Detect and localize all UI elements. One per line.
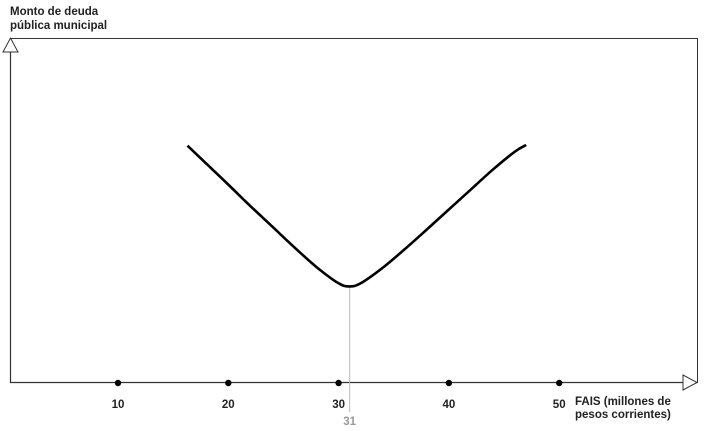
x-tick-dot [445, 379, 453, 387]
x-tick-label: 10 [112, 399, 125, 411]
x-tick-dot [225, 379, 232, 387]
y-axis-label-line1: Monto de deuda [10, 6, 99, 18]
x-tick-label: 40 [443, 399, 456, 411]
x-axis-label-line1: FAIS (millones de [575, 396, 671, 408]
y-axis-arrow-icon [2, 36, 19, 53]
x-tick-dot [335, 379, 342, 387]
x-axis-label-line2: pesos corrientes) [575, 409, 671, 421]
series-curve [186, 143, 527, 288]
plot-frame [10, 38, 698, 383]
x-tick-dot [556, 379, 563, 387]
x-tick-label: 50 [553, 399, 566, 411]
x-tick-label: 20 [222, 399, 235, 411]
x-axis-arrow-icon [682, 374, 699, 391]
x-tick-dot [114, 379, 122, 387]
minimum-x-label: 31 [343, 416, 356, 428]
y-axis-label-line2: pública municipal [10, 20, 107, 32]
x-tick-label: 30 [332, 399, 345, 411]
